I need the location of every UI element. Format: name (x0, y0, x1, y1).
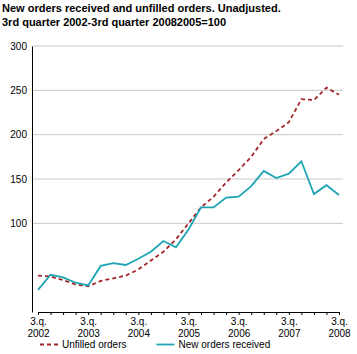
x-tick-label: 3.q.2005 (178, 316, 201, 339)
x-tick (301, 312, 302, 315)
legend-label: Unfilled orders (62, 339, 126, 350)
x-tick-mark (226, 312, 227, 315)
y-tick: 300 (10, 41, 32, 52)
x-tick-mark (201, 312, 202, 315)
x-tick: 3.q.2002 (27, 312, 50, 339)
x-tick (101, 312, 102, 315)
title: New orders received and unfilled orders.… (2, 2, 281, 14)
x-tick (276, 312, 277, 315)
x-tick-mark (151, 312, 152, 315)
x-tick-label: 3.q.2006 (228, 316, 251, 339)
grid-line (32, 179, 343, 180)
y-tick: 250 (10, 85, 32, 96)
x-tick (76, 312, 77, 315)
x-tick (63, 312, 64, 315)
x-tick-mark (163, 312, 164, 315)
x-tick-mark (138, 312, 139, 315)
y-axis-line (32, 47, 33, 313)
x-tick-mark (88, 312, 89, 315)
grid-line (32, 134, 343, 135)
legend-item: New orders received (156, 339, 270, 350)
y-tick-label: 200 (10, 129, 27, 140)
x-tick-label: 3.q.2007 (278, 316, 301, 339)
x-tick-label: 3.q.2008 (328, 316, 351, 339)
legend-label: New orders received (178, 339, 270, 350)
y-tick: 200 (10, 129, 32, 140)
y-tick: 100 (10, 218, 32, 229)
series-group (38, 88, 339, 290)
y-tick-label: 100 (10, 218, 27, 229)
x-tick (326, 312, 327, 315)
series-line (38, 161, 339, 290)
x-tick-mark (176, 312, 177, 315)
x-tick-mark (276, 312, 277, 315)
x-tick-mark (101, 312, 102, 315)
y-axis: 100 150 200 250 300 (10, 41, 32, 313)
x-tick (226, 312, 227, 315)
x-tick (163, 312, 164, 315)
plot: 1001502002503003.q.20023.q.20033.q.20043… (10, 41, 351, 339)
legend: Unfilled orders New orders received (40, 339, 270, 350)
x-tick-mark (239, 312, 240, 315)
x-tick: 3.q.2003 (78, 312, 101, 339)
x-tick-mark (314, 312, 315, 315)
x-axis: 3.q.2002 3.q.2003 3.q.2004 3.q.2005 3.q.2006… (27, 312, 351, 339)
x-tick-mark (264, 312, 265, 315)
x-tick-label: 3.q.2004 (128, 316, 151, 339)
x-tick-mark (251, 312, 252, 315)
grid-line (32, 46, 343, 47)
x-tick (176, 312, 177, 315)
y-tick: 150 (10, 174, 32, 185)
y-tick-label: 300 (10, 41, 27, 52)
x-tick-mark (113, 312, 114, 315)
x-tick-mark (126, 312, 127, 315)
y-tick-label: 250 (10, 85, 27, 96)
x-tick: 3.q.2008 (328, 312, 351, 339)
x-tick-mark (214, 312, 215, 315)
x-tick (151, 312, 152, 315)
series-line (38, 88, 339, 287)
x-tick-mark (339, 312, 340, 315)
x-tick (51, 312, 52, 315)
x-tick (214, 312, 215, 315)
x-tick (201, 312, 202, 315)
x-tick-mark (189, 312, 190, 315)
y-tick-label: 150 (10, 174, 27, 185)
x-tick-label: 3.q.2002 (27, 316, 50, 339)
x-tick (314, 312, 315, 315)
grid (32, 46, 343, 223)
x-tick-label: 3.q.2003 (78, 316, 101, 339)
x-tick: 3.q.2007 (278, 312, 301, 339)
x-tick-mark (76, 312, 77, 315)
x-tick-mark (51, 312, 52, 315)
x-tick-mark (326, 312, 327, 315)
x-tick (113, 312, 114, 315)
legend-swatch (156, 344, 174, 346)
grid-line (32, 223, 343, 224)
x-tick-mark (63, 312, 64, 315)
x-tick: 3.q.2006 (228, 312, 251, 339)
x-tick: 3.q.2005 (178, 312, 201, 339)
x-tick (251, 312, 252, 315)
x-tick (126, 312, 127, 315)
legend-swatch (40, 344, 58, 346)
x-tick: 3.q.2004 (128, 312, 151, 339)
legend-item: Unfilled orders (40, 339, 126, 350)
chart: New orders received and unfilled orders.… (0, 0, 357, 354)
grid-line (32, 90, 343, 91)
x-tick-mark (289, 312, 290, 315)
x-tick-mark (301, 312, 302, 315)
subtitle: 3rd quarter 2002-3rd quarter 20082005=10… (2, 16, 226, 28)
x-tick (264, 312, 265, 315)
x-tick-mark (38, 312, 39, 315)
